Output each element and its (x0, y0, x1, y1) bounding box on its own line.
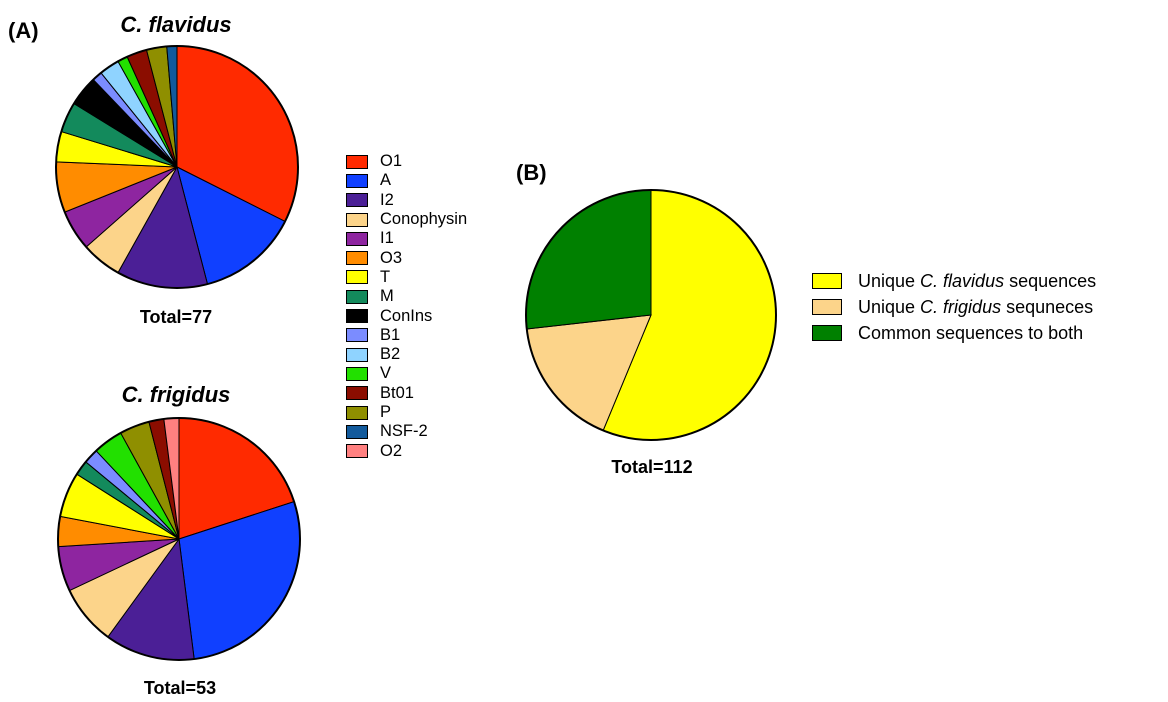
legend-label: O3 (380, 248, 403, 267)
pie-chart-flavidus (55, 45, 299, 289)
legend-a-item: O3 (346, 248, 467, 267)
legend-a-item: NSF-2 (346, 422, 467, 441)
pie-chart-frigidus (57, 417, 301, 661)
legend-label: B1 (380, 325, 401, 344)
pie-flavidus-title: C. flavidus (120, 12, 232, 37)
legend-label: Unique C. flavidus sequences (858, 270, 1097, 291)
legend-a-item: Bt01 (346, 384, 467, 403)
legend-label: Conophysin (380, 210, 468, 229)
legend-swatch (346, 251, 368, 266)
legend-a-item: I2 (346, 191, 467, 210)
pie-frigidus-total: Total=53 (143, 678, 217, 698)
legend-swatch (346, 366, 368, 381)
legend-swatch (346, 289, 368, 304)
legend-label: M (380, 287, 394, 306)
legend-a-item: B1 (346, 326, 467, 345)
pie-chart-total (525, 189, 777, 441)
legend-a-item: T (346, 268, 467, 287)
legend-a-item: B2 (346, 345, 467, 364)
legend-swatch (346, 309, 368, 324)
pie-outline (57, 417, 301, 661)
legend-label: Bt01 (380, 383, 414, 402)
pie-flavidus-total: Total=77 (139, 307, 213, 327)
legend-label: I2 (380, 190, 394, 209)
legend-a-item: P (346, 403, 467, 422)
legend-swatch (346, 424, 368, 439)
pie-frigidus-title: C. frigidus (121, 382, 231, 407)
legend-label: V (380, 364, 392, 383)
legend-a-item: O1 (346, 152, 467, 171)
legend-label: B2 (380, 345, 401, 364)
legend-b-item: Unique C. frigidus sequneces (812, 294, 1096, 320)
legend-swatch (346, 386, 368, 401)
legend-swatch (346, 231, 368, 246)
legend-label: O2 (380, 441, 403, 460)
legend-swatch (346, 328, 368, 343)
legend-a-item: Conophysin (346, 210, 467, 229)
legend-a-item: V (346, 364, 467, 383)
legend-label: T (380, 267, 391, 286)
panel-a-label: (A) (8, 18, 39, 43)
legend-swatch (812, 299, 842, 315)
pie-total-label: Total=112 (611, 457, 693, 477)
legend-swatch (346, 270, 368, 285)
legend-swatch (346, 154, 368, 169)
legend-label: A (380, 171, 392, 190)
pie-outline (525, 189, 777, 441)
legend-swatch (346, 212, 368, 227)
legend-a-item: M (346, 287, 467, 306)
legend-label: ConIns (380, 306, 433, 325)
legend-swatch (346, 193, 368, 208)
panel-b-label: (B) (516, 160, 547, 185)
legend-a-item: ConIns (346, 306, 467, 325)
legend-label: Common sequences to both (858, 322, 1084, 343)
legend-label: O1 (380, 152, 403, 171)
legend-a-item: A (346, 171, 467, 190)
legend-label: NSF-2 (380, 422, 428, 441)
legend-label: Unique C. frigidus sequneces (858, 296, 1094, 317)
legend-a-item: O2 (346, 441, 467, 460)
legend-b: Unique C. flavidus sequences Unique C. fr… (812, 268, 1096, 346)
legend-swatch (812, 273, 842, 289)
legend-swatch (346, 173, 368, 188)
legend-b-item: Common sequences to both (812, 320, 1096, 346)
pie-outline (55, 45, 299, 289)
legend-a: O1 A I2 Conophysin I1 O3 T M ConIns B1 B2 V Bt01 P NSF… (346, 152, 467, 461)
legend-swatch (346, 347, 368, 362)
legend-label: I1 (380, 229, 394, 248)
legend-swatch (346, 405, 368, 420)
legend-label: P (380, 403, 392, 421)
legend-a-item: I1 (346, 229, 467, 248)
legend-swatch (346, 444, 368, 459)
legend-swatch (812, 325, 842, 341)
legend-b-item: Unique C. flavidus sequences (812, 268, 1096, 294)
pie-slice-common-sequences-to-both (525, 189, 652, 330)
